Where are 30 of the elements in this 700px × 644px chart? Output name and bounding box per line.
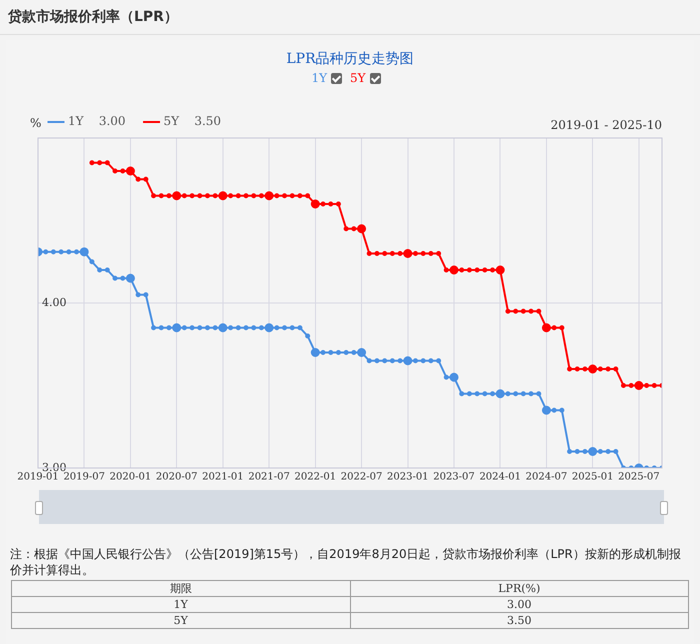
y-tick-label: 4.00 <box>42 296 66 309</box>
text: 3.50 <box>350 612 688 628</box>
x-tick-label: 2019-01 <box>17 472 59 483</box>
text: 5Y 3.50 <box>164 114 222 128</box>
x-tick-label: 2023-01 <box>386 472 429 483</box>
y-axis-title: % <box>30 116 42 130</box>
chart-title: 贷款市场报价利率（LPR） <box>8 8 178 26</box>
chart-subtitle: LPR品种历史走势图 <box>285 50 415 68</box>
text: 期限 <box>12 580 350 596</box>
text: 1Y 3.00 <box>68 114 126 128</box>
text: 3.00 <box>350 596 688 612</box>
text: LPR(%) <box>350 580 688 596</box>
x-tick-label: 2023-07 <box>433 472 475 483</box>
text: 2019-01 - 2025-10 <box>550 118 662 132</box>
x-tick-label: 2024-01 <box>479 472 522 483</box>
x-tick-label: 2021-07 <box>248 472 290 483</box>
x-tick-label: 2022-07 <box>340 472 382 483</box>
x-tick-label: 2025-07 <box>618 472 660 483</box>
x-tick-label: 2022-01 <box>294 472 336 483</box>
x-tick-label: 2024-07 <box>526 472 568 483</box>
text: 1Y <box>311 71 327 85</box>
text: 1Y <box>174 598 188 611</box>
x-tick-label: 2021-01 <box>202 472 244 483</box>
text: 注：根据《中国人民银行公告》（公告[2019]第15号），自2019年8月20日起，贷款市场报价利率（LPR）按新的形成机制报价并计算得出。 <box>10 546 682 578</box>
x-tick-label: 2025-01 <box>572 472 614 483</box>
x-tick-label: 2020-07 <box>156 472 198 483</box>
text: 5Y <box>350 71 366 85</box>
text: 5Y <box>174 614 188 627</box>
x-tick-label: 2019-07 <box>63 472 106 483</box>
x-tick-label: 2020-01 <box>110 472 152 483</box>
